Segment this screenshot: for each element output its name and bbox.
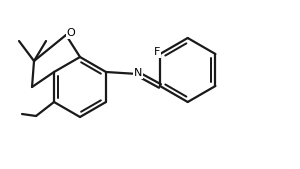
- Text: O: O: [67, 28, 75, 38]
- Text: N: N: [134, 68, 142, 78]
- Text: F: F: [154, 47, 160, 57]
